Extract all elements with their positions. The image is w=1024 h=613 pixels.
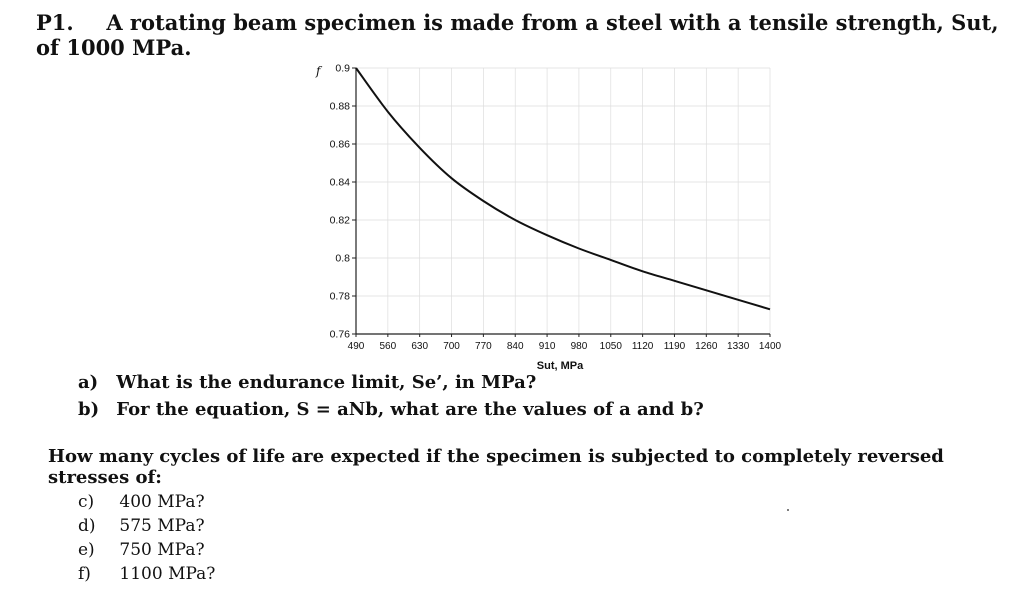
part-b: b) For the equation, S = aNb, what are t… [78, 399, 704, 420]
x-tick-label: 770 [475, 341, 492, 352]
x-tick-label: 1050 [600, 341, 623, 352]
y-tick-label: 0.86 [330, 139, 351, 151]
data-series [355, 67, 771, 311]
y-tick-label: 0.82 [330, 215, 351, 227]
x-tick-label: 700 [443, 341, 460, 352]
y-tick-label: 0.9 [335, 63, 350, 75]
part-e-label: e) [78, 540, 95, 560]
problem-statement: A rotating beam specimen is made from a … [36, 10, 999, 60]
x-tick-label: 910 [539, 341, 556, 352]
y-tick-labels: 0.76 0.78 0.8 0.82 0.84 0.86 0.88 0.9 [330, 63, 351, 341]
chart-axes [352, 67, 771, 337]
y-tick-label: 0.76 [330, 329, 351, 341]
part-f-text: 1100 MPa? [119, 564, 216, 584]
part-d: d) 575 MPa? [78, 516, 205, 536]
stray-dot [787, 509, 789, 511]
x-tick-label: 490 [348, 341, 365, 352]
part-c: c) 400 MPa? [78, 492, 205, 512]
cycles-question: How many cycles of life are expected if … [48, 446, 944, 488]
x-tick-label: 1120 [632, 341, 654, 352]
part-e: e) 750 MPa? [78, 540, 205, 560]
part-d-label: d) [78, 516, 96, 536]
problem-number: P1. [36, 10, 74, 35]
x-tick-labels: 490 560 630 700 770 840 910 980 1050 1120 1190 1260… [348, 341, 782, 352]
part-b-text: For the equation, S = aNb, what are the … [116, 399, 704, 420]
y-tick-label: 0.84 [330, 177, 351, 189]
x-tick-label: 1400 [759, 341, 782, 352]
part-f-label: f) [78, 564, 91, 584]
problem-header: P1. A rotating beam specimen is made fro… [36, 10, 1024, 60]
x-tick-label: 560 [380, 341, 397, 352]
part-e-text: 750 MPa? [119, 540, 205, 560]
chart-grid [355, 67, 771, 335]
series-line [355, 67, 771, 311]
part-c-text: 400 MPa? [119, 492, 205, 512]
part-a-label: a) [78, 372, 99, 393]
y-tick-label: 0.78 [330, 291, 351, 303]
y-tick-label: 0.88 [330, 101, 351, 113]
x-tick-label: 840 [507, 341, 524, 352]
y-axis-label: f [315, 64, 323, 78]
part-a: a) What is the endurance limit, Se’, in … [78, 372, 536, 393]
part-f: f) 1100 MPa? [78, 564, 215, 584]
x-tick-label: 1190 [664, 341, 686, 352]
x-tick-label: 630 [411, 341, 428, 352]
part-c-label: c) [78, 492, 95, 512]
fatigue-strength-fraction-chart: 0.76 0.78 0.8 0.82 0.84 0.86 0.88 0.9 490 560 630… [315, 63, 782, 373]
x-tick-label: 980 [571, 341, 588, 352]
y-tick-label: 0.8 [335, 253, 350, 265]
x-tick-label: 1330 [727, 341, 750, 352]
part-d-text: 575 MPa? [119, 516, 205, 536]
x-tick-label: 1260 [695, 341, 718, 352]
part-a-text: What is the endurance limit, Se’, in MPa… [116, 372, 537, 393]
x-axis-label: Sut, MPa [537, 360, 584, 372]
part-b-label: b) [78, 399, 100, 420]
